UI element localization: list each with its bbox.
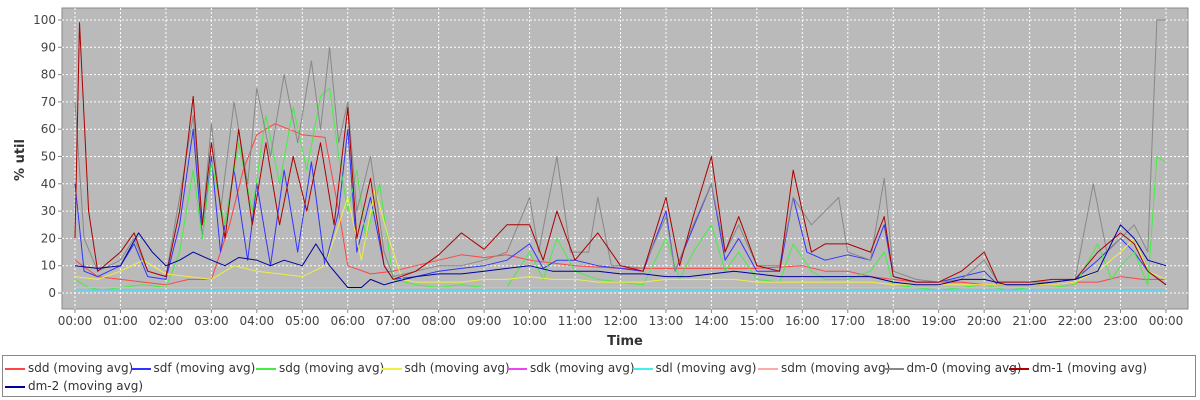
legend-item: sdm (moving avg)	[758, 361, 890, 375]
x-tick-label: 03:00	[194, 314, 229, 328]
x-tick-label: 07:00	[376, 314, 411, 328]
legend-label: dm-0 (moving avg)	[906, 361, 1022, 375]
legend-label: sdl (moving avg)	[655, 361, 757, 375]
y-tick-label: 80	[41, 68, 56, 82]
x-tick-label: 21:00	[1012, 314, 1047, 328]
legend-item: sdl (moving avg)	[632, 361, 757, 375]
legend-swatch	[507, 367, 527, 370]
x-tick-label: 00:00	[58, 314, 93, 328]
x-axis-ticks: 00:00 01:00 02:00 03:00 04:00 05:00 06:00 07:00…	[58, 309, 1184, 328]
x-tick-label: 20:00	[967, 314, 1002, 328]
legend-swatch	[1009, 367, 1029, 370]
x-tick-label: 09:00	[467, 314, 502, 328]
y-tick-label: 10	[41, 259, 56, 273]
legend-label: sdh (moving avg)	[404, 361, 510, 375]
x-tick-label: 14:00	[694, 314, 729, 328]
chart-legend: sdd (moving avg) sdf (moving avg) sdg (mov…	[2, 355, 1196, 397]
legend-item: dm-2 (moving avg)	[5, 379, 143, 393]
x-tick-label: 12:00	[603, 314, 638, 328]
legend-swatch	[381, 367, 402, 370]
x-tick-label: 16:00	[785, 314, 820, 328]
y-axis-title: % util	[13, 139, 28, 181]
x-tick-label: 05:00	[285, 314, 320, 328]
legend-label: sdg (moving avg)	[279, 361, 385, 375]
legend-label: dm-2 (moving avg)	[28, 379, 144, 393]
x-tick-label: 11:00	[558, 314, 593, 328]
legend-label: sdd (moving avg)	[28, 361, 134, 375]
legend-label: sdk (moving avg)	[530, 361, 635, 375]
x-axis-title: Time	[607, 334, 643, 349]
x-tick-label: 01:00	[103, 314, 138, 328]
series-line-sdh	[74, 188, 1167, 286]
plot-background	[61, 7, 1189, 310]
legend-swatch	[256, 367, 276, 370]
legend-label: dm-1 (moving avg)	[1032, 361, 1148, 375]
legend-item: dm-1 (moving avg)	[1009, 361, 1147, 375]
series-line-dm-1	[74, 22, 1167, 286]
legend-item: dm-0 (moving avg)	[883, 361, 1022, 375]
legend-item: sdd (moving avg)	[5, 361, 133, 375]
series-lines	[74, 19, 1167, 291]
legend-item: sdh (moving avg)	[381, 361, 510, 375]
legend-label: sdf (moving avg)	[153, 361, 256, 375]
x-tick-label: 02:00	[149, 314, 184, 328]
x-tick-label: 06:00	[330, 314, 365, 328]
y-tick-label: 50	[41, 150, 56, 164]
x-tick-label: 17:00	[830, 314, 865, 328]
y-tick-label: 100	[33, 13, 56, 27]
series-line-dm-0	[74, 19, 1166, 283]
legend-item: sdf (moving avg)	[130, 361, 256, 375]
legend-swatch	[5, 385, 25, 388]
x-tick-label: 04:00	[240, 314, 275, 328]
legend-item: sdg (moving avg)	[256, 361, 384, 375]
x-tick-label: 23:00	[1103, 314, 1138, 328]
legend-swatch	[758, 367, 778, 370]
y-tick-label: 20	[41, 231, 56, 245]
x-tick-label: 00:00	[1149, 314, 1184, 328]
x-tick-label: 18:00	[876, 314, 911, 328]
y-tick-label: 60	[41, 122, 56, 136]
y-tick-label: 30	[41, 204, 56, 218]
line-chart: 0 10 20 30 40 50 60 70 80 90 100 00:00 01:00 02:00 03…	[13, 7, 1189, 349]
legend-swatch	[883, 367, 904, 370]
legend-swatch	[632, 367, 653, 370]
x-tick-label: 10:00	[512, 314, 547, 328]
x-tick-label: 19:00	[921, 314, 956, 328]
x-tick-label: 15:00	[740, 314, 775, 328]
x-tick-label: 13:00	[649, 314, 684, 328]
y-axis-ticks: 0 10 20 30 40 50 60 70 80 90 100	[33, 13, 62, 300]
x-tick-label: 08:00	[421, 314, 456, 328]
x-tick-label: 22:00	[1058, 314, 1093, 328]
legend-label: sdm (moving avg)	[781, 361, 891, 375]
y-tick-label: 90	[41, 40, 56, 54]
legend-swatch	[5, 367, 25, 370]
legend-swatch	[130, 367, 151, 370]
series-line-dm-2	[74, 224, 1167, 288]
legend-item: sdk (moving avg)	[507, 361, 635, 375]
y-tick-label: 70	[41, 95, 56, 109]
y-tick-label: 40	[41, 177, 56, 191]
y-tick-label: 0	[48, 286, 56, 300]
